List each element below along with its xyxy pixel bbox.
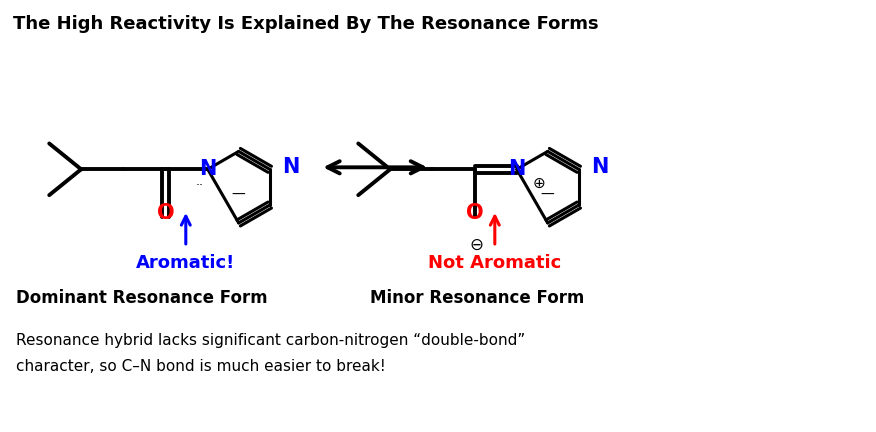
Text: —: — [540, 188, 555, 202]
Text: N: N [282, 157, 299, 177]
Text: N: N [590, 157, 608, 177]
Text: Resonance hybrid lacks significant carbon-nitrogen “double-bond”: Resonance hybrid lacks significant carbo… [17, 333, 526, 348]
Text: O: O [157, 203, 174, 223]
Text: Aromatic!: Aromatic! [136, 254, 236, 272]
Text: ⊕: ⊕ [533, 176, 545, 191]
Text: O: O [466, 203, 484, 223]
Text: Not Aromatic: Not Aromatic [428, 254, 562, 272]
Text: Dominant Resonance Form: Dominant Resonance Form [17, 289, 268, 307]
Text: N: N [508, 159, 526, 179]
Text: ⊖: ⊖ [470, 236, 484, 254]
Text: —: — [232, 188, 245, 202]
Text: N: N [199, 159, 216, 179]
Text: character, so C–N bond is much easier to break!: character, so C–N bond is much easier to… [17, 359, 386, 374]
Text: The High Reactivity Is Explained By The Resonance Forms: The High Reactivity Is Explained By The … [13, 15, 599, 33]
Text: Minor Resonance Form: Minor Resonance Form [371, 289, 584, 307]
Text: ··: ·· [195, 179, 204, 192]
